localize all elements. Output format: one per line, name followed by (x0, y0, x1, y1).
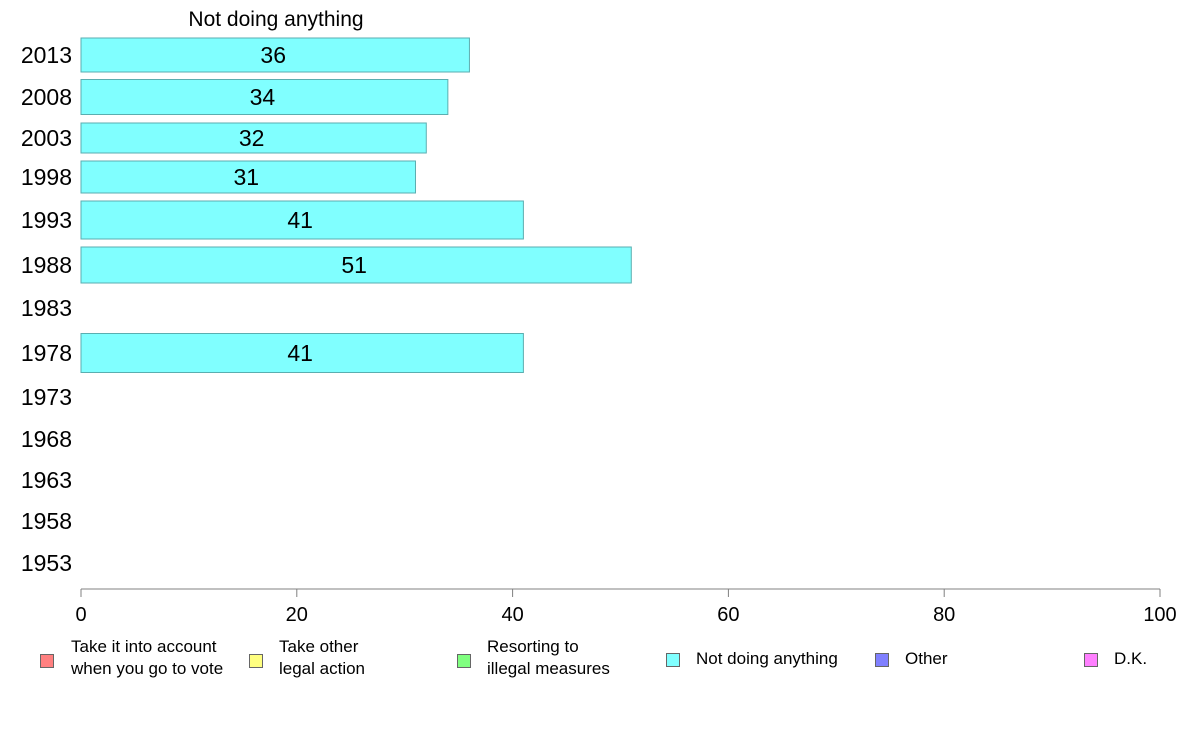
y-tick-label: 1978 (21, 340, 72, 366)
legend-item-legal-action: Take other legal action (249, 636, 365, 680)
bars-group: 36 34 32 31 41 51 41 (80, 37, 632, 373)
y-tick-label: 1998 (21, 164, 72, 190)
x-tick-label: 20 (286, 604, 308, 626)
legend-swatch-icon (40, 654, 54, 668)
x-tick-label: 0 (75, 604, 86, 626)
y-tick-label: 1993 (21, 207, 72, 233)
y-tick-label: 2008 (21, 84, 72, 110)
legend-swatch-icon (1084, 653, 1098, 667)
x-axis: 0 20 40 60 80 100 (75, 588, 1177, 626)
bar-value-label: 31 (233, 164, 259, 190)
bar-value-label: 41 (287, 207, 313, 233)
legend-label: Resorting to illegal measures (487, 637, 610, 678)
bar-value-label: 36 (260, 42, 286, 68)
legend: Take it into account when you go to vote… (0, 636, 1188, 696)
chart-title: Not doing anything (188, 8, 363, 31)
y-tick-label: 1988 (21, 252, 72, 278)
bar-value-label: 34 (250, 84, 276, 110)
legend-item-other: Other (875, 636, 948, 670)
legend-swatch-icon (875, 653, 889, 667)
legend-label: D.K. (1114, 649, 1148, 668)
bar (80, 122, 427, 154)
bar-value-label: 32 (239, 125, 265, 151)
legend-swatch-icon (457, 654, 471, 668)
x-tick-label: 40 (501, 604, 523, 626)
legend-item-vote: Take it into account when you go to vote (40, 636, 223, 680)
legend-label: Take other legal action (279, 637, 366, 678)
legend-label: Take it into account when you go to vote (71, 637, 224, 678)
y-axis-labels: 2013 2008 2003 1998 1993 1988 1983 1978 1973 1968… (21, 42, 72, 576)
x-tick-label: 80 (933, 604, 955, 626)
y-tick-label: 1968 (21, 426, 72, 452)
legend-swatch-icon (666, 653, 680, 667)
bar (80, 37, 470, 73)
bar (80, 160, 416, 194)
legend-item-not-doing-anything: Not doing anything (666, 636, 838, 670)
legend-item-dk: D.K. (1084, 636, 1147, 670)
legend-swatch-icon (249, 654, 263, 668)
y-tick-label: 2003 (21, 125, 72, 151)
y-tick-label: 1963 (21, 467, 72, 493)
legend-label: Other (905, 649, 948, 668)
y-tick-label: 1958 (21, 508, 72, 534)
y-tick-label: 1983 (21, 295, 72, 321)
legend-label: Not doing anything (696, 649, 838, 668)
bar-value-label: 41 (287, 340, 313, 366)
bar (80, 333, 524, 373)
bar (80, 246, 632, 284)
x-tick-label: 100 (1143, 604, 1176, 626)
bar-value-label: 51 (341, 252, 367, 278)
bar (80, 79, 449, 115)
y-tick-label: 1973 (21, 384, 72, 410)
legend-item-illegal-measures: Resorting to illegal measures (457, 636, 610, 680)
y-tick-label: 2013 (21, 42, 72, 68)
x-tick-label: 60 (717, 604, 739, 626)
bar (80, 200, 524, 240)
y-tick-label: 1953 (21, 550, 72, 576)
